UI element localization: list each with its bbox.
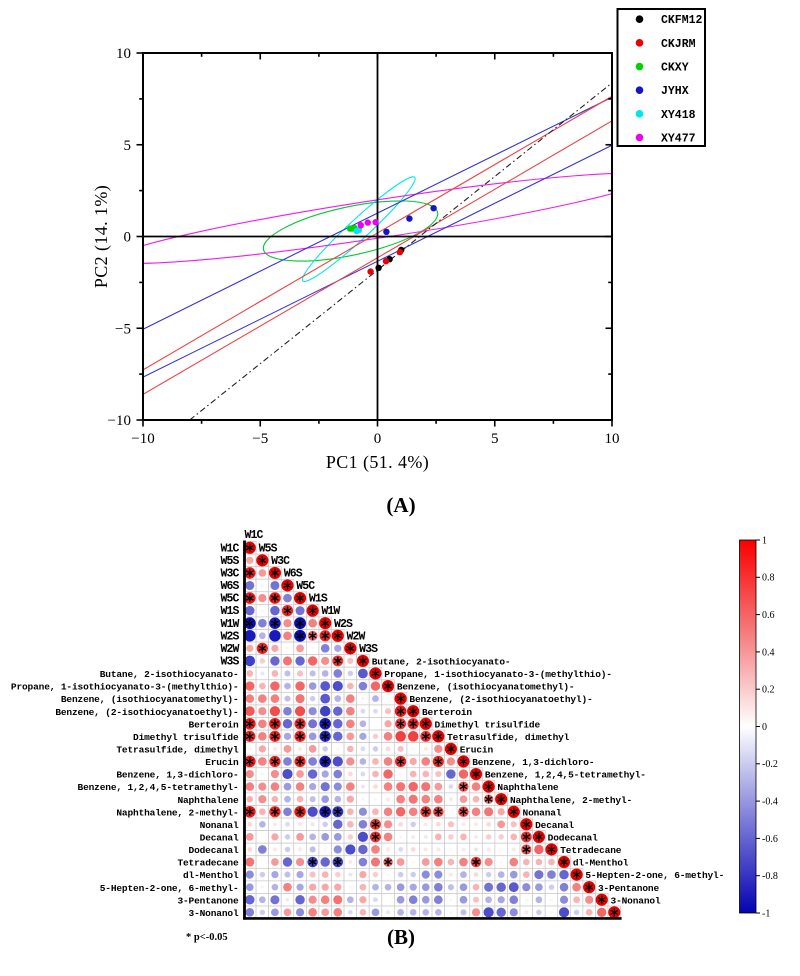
svg-text:Benzene, (2-isothiocyanatoethy: Benzene, (2-isothiocyanatoethyl)- (55, 707, 238, 718)
svg-text:W2W: W2W (347, 630, 366, 643)
svg-text:CKXY: CKXY (661, 62, 689, 75)
svg-text:Tetradecane: Tetradecane (177, 858, 239, 869)
svg-text:-1: -1 (762, 908, 770, 919)
svg-text:-0.4: -0.4 (762, 797, 778, 808)
svg-text:1: 1 (762, 535, 767, 546)
svg-text:Decanal: Decanal (535, 820, 574, 831)
svg-text:W6S: W6S (284, 568, 303, 581)
svg-text:Berteroin: Berteroin (189, 719, 239, 730)
svg-text:5-Hepten-2-one, 6-methyl-: 5-Hepten-2-one, 6-methyl- (100, 883, 239, 894)
svg-text:Benzene, 1,3-dichloro-: Benzene, 1,3-dichloro- (116, 770, 238, 781)
svg-text:XY477: XY477 (661, 133, 696, 146)
svg-text:5: 5 (491, 431, 499, 447)
svg-text:0.2: 0.2 (762, 685, 775, 696)
svg-text:0.4: 0.4 (762, 647, 775, 658)
svg-text:Tetrasulfide, dimethyl: Tetrasulfide, dimethyl (116, 745, 239, 756)
svg-text:W3C: W3C (220, 568, 239, 581)
svg-text:dl-Menthol: dl-Menthol (183, 870, 239, 881)
svg-text:* p<-0.05: * p<-0.05 (186, 932, 228, 943)
svg-text:W1W: W1W (321, 605, 340, 618)
svg-text:W3C: W3C (271, 555, 290, 568)
svg-text:Benzene, 1,2,4,5-tetramethyl-: Benzene, 1,2,4,5-tetramethyl- (485, 770, 646, 781)
svg-text:PC2 (14. 1%): PC2 (14. 1%) (91, 185, 112, 288)
svg-text:-0.2: -0.2 (762, 759, 778, 770)
svg-text:−5: −5 (252, 431, 268, 447)
svg-text:Berteroin: Berteroin (422, 707, 472, 718)
svg-text:Propane, 1-isothiocyanato-3-(m: Propane, 1-isothiocyanato-3-(methylthio)… (11, 682, 239, 693)
svg-text:0: 0 (762, 722, 767, 733)
svg-text:3-Nonanol: 3-Nonanol (611, 895, 661, 906)
svg-text:Benzene, (isothiocyanatomethyl: Benzene, (isothiocyanatomethyl)- (61, 694, 239, 705)
svg-text:Nonanal: Nonanal (523, 807, 562, 818)
svg-text:Erucin: Erucin (460, 745, 494, 756)
svg-text:CKJRM: CKJRM (661, 38, 696, 51)
svg-text:Benzene, (isothiocyanatomethyl: Benzene, (isothiocyanatomethyl)- (397, 682, 575, 693)
svg-text:5-Hepten-2-one, 6-methyl-: 5-Hepten-2-one, 6-methyl- (585, 870, 724, 881)
svg-text:Naphthalene: Naphthalene (177, 795, 239, 806)
svg-text:Erucin: Erucin (205, 757, 239, 768)
svg-text:W2S: W2S (220, 630, 239, 643)
svg-text:W1S: W1S (220, 605, 239, 618)
svg-text:Dimethyl trisulfide: Dimethyl trisulfide (133, 732, 239, 743)
svg-text:W3S: W3S (359, 643, 378, 656)
svg-text:Butane, 2-isothiocyanato-: Butane, 2-isothiocyanato- (372, 657, 511, 668)
svg-text:Dodecanal: Dodecanal (189, 845, 239, 856)
svg-text:Dodecanal: Dodecanal (548, 832, 598, 843)
svg-text:Tetradecane: Tetradecane (560, 845, 622, 856)
svg-text:0.6: 0.6 (762, 610, 775, 621)
svg-text:XY418: XY418 (661, 109, 696, 122)
svg-text:PC1 (51. 4%): PC1 (51. 4%) (326, 452, 429, 473)
svg-text:Dimethyl trisulfide: Dimethyl trisulfide (435, 719, 541, 730)
svg-text:W1S: W1S (309, 593, 328, 606)
svg-text:JYHX: JYHX (661, 85, 689, 98)
svg-text:0: 0 (124, 230, 132, 246)
svg-text:0.8: 0.8 (762, 573, 775, 584)
svg-text:Naphthalene, 2-methyl-: Naphthalene, 2-methyl- (510, 795, 632, 806)
svg-text:Benzene, 1,2,4,5-tetramethyl-: Benzene, 1,2,4,5-tetramethyl- (78, 782, 239, 793)
svg-text:W5C: W5C (220, 593, 239, 606)
svg-text:W5S: W5S (259, 542, 278, 555)
svg-text:W5S: W5S (220, 555, 239, 568)
svg-text:Benzene, (2-isothiocyanatoethy: Benzene, (2-isothiocyanatoethyl)- (409, 694, 592, 705)
svg-text:−5: −5 (115, 321, 131, 337)
svg-text:W2W: W2W (220, 643, 239, 656)
svg-text:3-Pentanone: 3-Pentanone (177, 895, 239, 906)
svg-text:(A): (A) (386, 493, 415, 517)
svg-text:Nonanal: Nonanal (200, 820, 239, 831)
svg-text:−10: −10 (131, 431, 154, 447)
svg-text:dl-Menthol: dl-Menthol (573, 858, 629, 869)
svg-text:10: 10 (605, 431, 620, 447)
svg-text:Tetrasulfide, dimethyl: Tetrasulfide, dimethyl (447, 732, 570, 743)
svg-text:W3S: W3S (220, 656, 239, 669)
svg-text:3-Nonanol: 3-Nonanol (189, 908, 239, 919)
svg-text:10: 10 (116, 46, 131, 62)
svg-text:Benzene, 1,3-dichloro-: Benzene, 1,3-dichloro- (472, 757, 594, 768)
svg-text:CKFM12: CKFM12 (661, 14, 703, 27)
svg-text:W1W: W1W (220, 618, 239, 631)
svg-text:−10: −10 (108, 413, 131, 429)
svg-text:Propane, 1-isothiocyanato-3-(m: Propane, 1-isothiocyanato-3-(methylthio)… (384, 669, 612, 680)
svg-text:W1C: W1C (245, 529, 264, 542)
svg-text:-0.8: -0.8 (762, 871, 778, 882)
svg-text:Decanal: Decanal (200, 832, 239, 843)
svg-text:W5C: W5C (296, 580, 315, 593)
svg-text:3-Pentanone: 3-Pentanone (598, 883, 660, 894)
svg-text:5: 5 (124, 138, 132, 154)
svg-text:0: 0 (374, 431, 382, 447)
svg-text:(B): (B) (387, 925, 415, 949)
svg-text:-0.6: -0.6 (762, 834, 778, 845)
svg-text:W2S: W2S (334, 618, 353, 631)
svg-text:W1C: W1C (220, 542, 239, 555)
svg-text:Naphthalene, 2-methyl-: Naphthalene, 2-methyl- (116, 807, 238, 818)
svg-text:Naphthalene: Naphthalene (497, 782, 559, 793)
svg-text:Butane, 2-isothiocyanato-: Butane, 2-isothiocyanato- (100, 669, 239, 680)
svg-text:W6S: W6S (220, 580, 239, 593)
